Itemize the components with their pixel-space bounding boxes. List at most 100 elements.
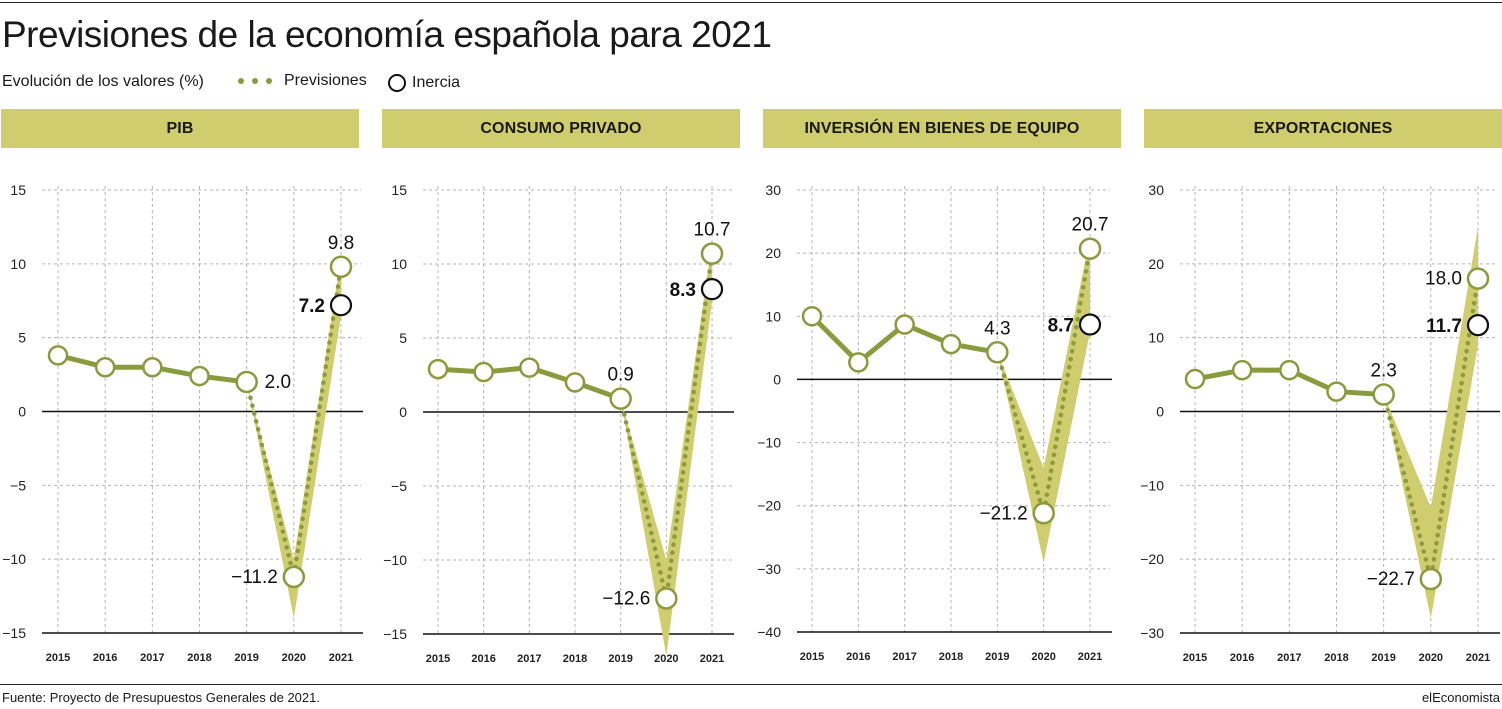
data-point xyxy=(894,314,915,335)
inertia-point xyxy=(329,294,353,317)
data-point xyxy=(1372,383,1395,406)
circle-icon xyxy=(388,74,406,92)
data-point xyxy=(47,345,69,366)
panel-header-inversion: INVERSIÓN EN BIENES DE EQUIPO xyxy=(763,109,1121,148)
panel-header-consumo: CONSUMO PRIVADO xyxy=(382,109,740,148)
chart-panel-1: 15 10 5 0 −5 −10 −15 2015 2016 2017 2018 2019 2020 20… xyxy=(383,182,734,665)
data-point xyxy=(1184,368,1206,390)
dotted-line-icon xyxy=(238,78,276,84)
data-label: 10.7 xyxy=(694,220,731,241)
data-label: 9.8 xyxy=(328,233,354,254)
data-point xyxy=(329,255,353,279)
y-tick-label: 5 xyxy=(399,330,407,346)
legend-inertia-label: Inercia xyxy=(412,74,461,91)
page-title: Previsiones de la economía española para… xyxy=(2,14,772,55)
x-tick-label: 2020 xyxy=(654,653,678,665)
data-point xyxy=(1419,567,1443,591)
y-tick-label: −30 xyxy=(1140,625,1164,641)
data-point xyxy=(473,361,494,383)
chart-panel-3: 30 20 10 0 −10 −20 −30 2015 2016 2017 2018 2019 2020… xyxy=(1140,182,1500,664)
series-line-forecast xyxy=(995,246,1093,514)
y-tick-label: 20 xyxy=(1148,256,1164,272)
x-tick-label: 2015 xyxy=(1183,652,1207,664)
forecast-band xyxy=(1383,226,1478,619)
data-point xyxy=(1032,502,1055,525)
source-note: Fuente: Proyecto de Presupuestos General… xyxy=(2,690,320,705)
data-point xyxy=(564,372,586,393)
x-tick-label: 2015 xyxy=(800,651,824,663)
data-point xyxy=(609,387,632,410)
x-tick-label: 2018 xyxy=(563,653,587,665)
data-label: 2.3 xyxy=(1370,361,1396,382)
y-tick-label: −10 xyxy=(2,551,26,567)
data-label: 2.0 xyxy=(265,372,291,393)
y-tick-label: 30 xyxy=(1148,182,1164,198)
y-tick-label: −5 xyxy=(10,477,26,493)
y-tick-label: 0 xyxy=(773,371,781,387)
y-tick-label: −30 xyxy=(757,561,781,577)
x-tick-label: 2016 xyxy=(471,653,495,665)
forecast-band xyxy=(997,237,1090,563)
x-tick-label: 2021 xyxy=(1466,652,1490,664)
x-tick-label: 2019 xyxy=(1371,652,1395,664)
data-point xyxy=(519,357,540,378)
data-point xyxy=(189,365,210,387)
y-tick-label: −10 xyxy=(1140,477,1164,493)
data-point xyxy=(142,356,163,378)
y-tick-label: −40 xyxy=(757,624,781,640)
data-point xyxy=(94,356,116,378)
data-point xyxy=(940,333,962,355)
data-point xyxy=(1078,237,1102,260)
x-tick-label: 2019 xyxy=(234,652,258,664)
y-tick-label: −20 xyxy=(757,498,781,514)
y-tick-label: 30 xyxy=(765,182,781,198)
x-tick-label: 2020 xyxy=(1031,651,1055,663)
y-tick-label: 10 xyxy=(1148,330,1164,346)
data-label: 4.3 xyxy=(984,318,1010,339)
chart-panel-0: 15 10 5 0 −5 −10 −15 2015 2016 2017 2018 2019 2020 20… xyxy=(2,182,363,664)
y-tick-label: −15 xyxy=(2,625,26,641)
x-tick-label: 2016 xyxy=(846,651,870,663)
data-label: 11.7 xyxy=(1426,316,1462,337)
x-tick-label: 2018 xyxy=(939,651,963,663)
data-label: 7.2 xyxy=(299,296,325,317)
x-tick-label: 2021 xyxy=(1078,651,1102,663)
forecast-band xyxy=(620,241,712,657)
y-tick-label: 15 xyxy=(10,182,26,198)
data-label: 8.7 xyxy=(1048,315,1074,336)
x-tick-label: 2017 xyxy=(517,653,541,665)
data-point xyxy=(1326,381,1347,402)
y-tick-label: −10 xyxy=(757,435,781,451)
data-label: −11.2 xyxy=(231,567,278,588)
data-point xyxy=(700,242,724,265)
y-tick-label: 0 xyxy=(18,404,26,420)
data-point xyxy=(801,306,823,327)
y-tick-label: 20 xyxy=(765,245,781,261)
x-tick-label: 2019 xyxy=(608,653,632,665)
series-line-forecast xyxy=(1381,276,1481,580)
legend-forecast-label: Previsiones xyxy=(284,72,367,89)
data-point xyxy=(427,358,449,380)
brand-name: elEconomista xyxy=(1421,690,1500,705)
inertia-point xyxy=(1078,313,1102,336)
chart-panel-2: 30 20 10 0 −10 −20 −30 −40 2015 2016 2017 2018 2019 2… xyxy=(757,182,1112,663)
data-label: 18.0 xyxy=(1425,269,1462,290)
x-tick-label: 2021 xyxy=(329,652,353,664)
top-rule xyxy=(0,2,1502,3)
data-label: −22.7 xyxy=(1367,569,1415,590)
y-tick-label: −20 xyxy=(1140,551,1164,567)
x-tick-label: 2020 xyxy=(282,652,306,664)
panel-header-exportaciones: EXPORTACIONES xyxy=(1144,109,1502,148)
x-tick-label: 2016 xyxy=(1230,652,1254,664)
x-tick-label: 2018 xyxy=(187,652,211,664)
x-tick-label: 2020 xyxy=(1419,652,1443,664)
panel-header-pib: PIB xyxy=(1,109,359,148)
subtitle: Evolución de los valores (%) xyxy=(2,73,204,90)
y-tick-label: −15 xyxy=(383,626,407,642)
x-tick-label: 2015 xyxy=(426,653,450,665)
inertia-point xyxy=(700,278,724,301)
data-label: −21.2 xyxy=(980,503,1028,524)
data-point xyxy=(235,370,258,394)
x-tick-label: 2015 xyxy=(46,652,70,664)
